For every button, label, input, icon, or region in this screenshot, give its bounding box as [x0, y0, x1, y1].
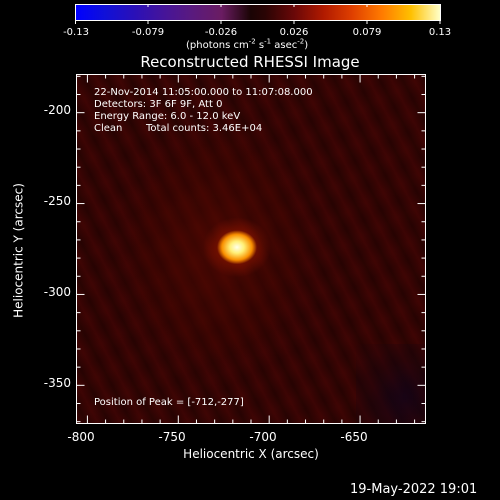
y-tick-label: -300 — [43, 285, 71, 299]
plot-title: Reconstructed RHESSI Image — [140, 53, 360, 71]
x-tick-label: -650 — [340, 430, 368, 444]
footer-date: 19-May-2022 19:01 — [350, 482, 478, 497]
annotation-detectors: Detectors: 3F 6F 9F, Att 0 — [94, 99, 223, 110]
annotation-energy-range: Energy Range: 6.0 - 12.0 keV — [94, 111, 241, 122]
units-mid-1: s — [255, 40, 265, 51]
annotation-algorithm: Clean — [94, 123, 123, 134]
x-tick-label: -800 — [67, 430, 95, 444]
dark-patch — [356, 344, 426, 424]
y-axis-label: Heliocentric Y (arcsec) — [11, 183, 26, 318]
x-tick-label: -750 — [158, 430, 186, 444]
annotation-time-range: 22-Nov-2014 11:05:00.000 to 11:07:08.000 — [94, 87, 313, 98]
colorbar — [75, 4, 441, 21]
colorbar-tick-label: -0.026 — [204, 27, 238, 38]
y-tick-label: -250 — [43, 194, 71, 208]
image-panel — [76, 74, 426, 424]
colorbar-tick-label: 0.079 — [352, 27, 382, 38]
units-exp-2: -1 — [264, 37, 272, 46]
units-exp-1: -2 — [248, 37, 256, 46]
units-mid-2: asec — [271, 40, 298, 51]
y-tick-label: -200 — [43, 103, 71, 117]
y-tick-label: -350 — [43, 376, 71, 390]
colorbar-tick-label: -0.13 — [63, 27, 89, 38]
annotation-total-counts: Total counts: 3.46E+04 — [146, 123, 263, 134]
colorbar-tick-label: 0.13 — [428, 27, 452, 38]
annotation-peak-position: Position of Peak = [-712,-277] — [94, 397, 244, 408]
colorbar-ticks — [75, 4, 441, 24]
units-suffix: ) — [304, 40, 309, 51]
x-axis-label: Heliocentric X (arcsec) — [183, 447, 319, 461]
colorbar-tick-label: 0.026 — [279, 27, 309, 38]
units-exp-3: -2 — [297, 37, 305, 46]
units-prefix: (photons cm — [186, 40, 249, 51]
x-tick-label: -700 — [249, 430, 277, 444]
colorbar-tick-label: -0.079 — [131, 27, 165, 38]
colorbar-units: (photons cm-2 s-1 asec-2) — [186, 37, 309, 52]
